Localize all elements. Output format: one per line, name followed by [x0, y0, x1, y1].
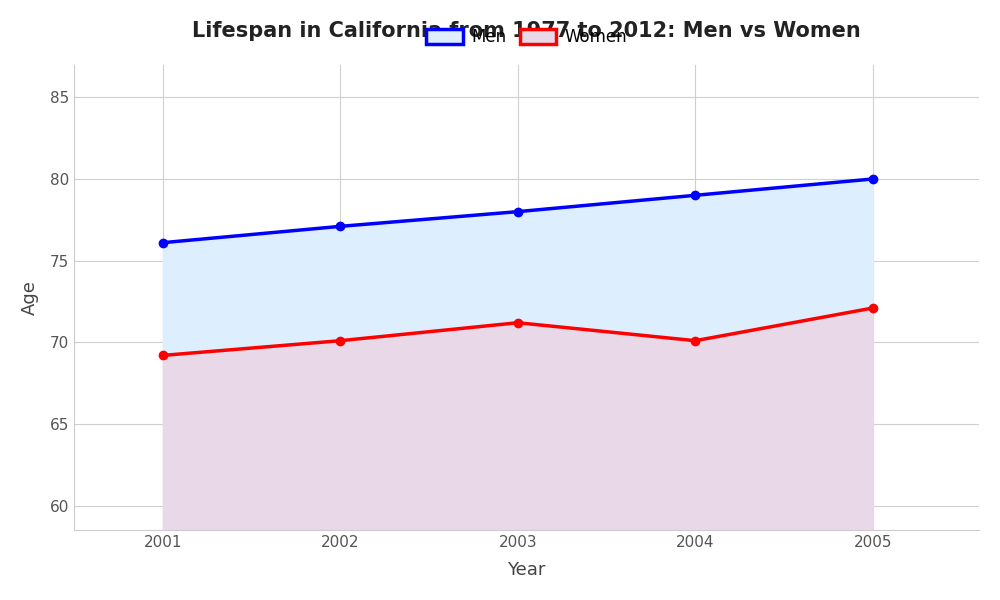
- X-axis label: Year: Year: [507, 561, 546, 579]
- Y-axis label: Age: Age: [21, 280, 39, 315]
- Title: Lifespan in California from 1977 to 2012: Men vs Women: Lifespan in California from 1977 to 2012…: [192, 21, 861, 41]
- Legend: Men, Women: Men, Women: [419, 22, 634, 53]
